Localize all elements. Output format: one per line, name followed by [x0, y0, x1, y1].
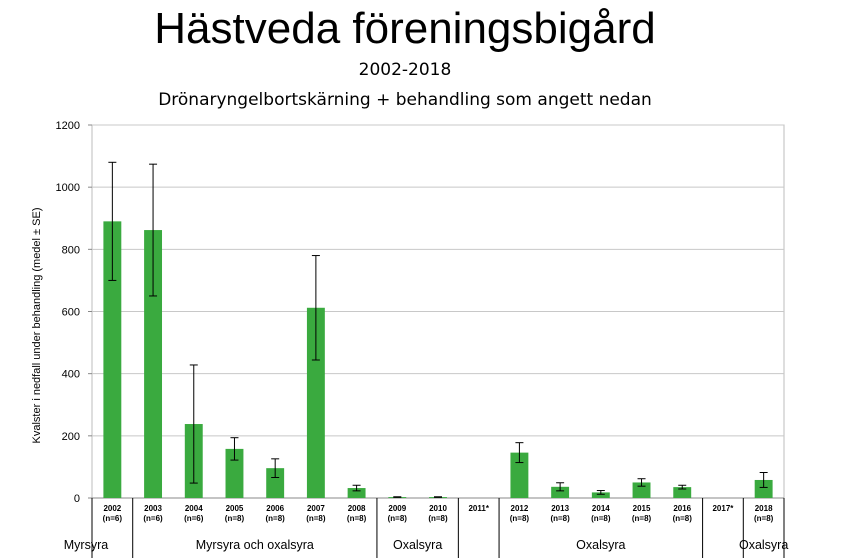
x-tick-label-year: 2016 — [673, 504, 691, 513]
x-tick-label-year: 2018 — [755, 504, 773, 513]
y-tick-label: 0 — [74, 493, 80, 505]
bar-2007 — [306, 307, 325, 498]
x-tick-label-year: 2010 — [429, 504, 447, 513]
bar-2006 — [266, 468, 285, 498]
group-label: Myrsyra och oxalsyra — [196, 538, 314, 552]
x-tick-label-n: (n=6) — [143, 514, 163, 523]
bar-2008 — [347, 488, 366, 498]
y-tick-label: 200 — [62, 431, 80, 443]
y-axis-label: Kvalster i nedfall under behandling (med… — [31, 208, 43, 444]
x-tick-label-n: (n=8) — [428, 514, 448, 523]
x-tick-label-year: 2008 — [348, 504, 366, 513]
group-label: Myrsyra — [64, 538, 108, 552]
x-tick-label-year: 2007 — [307, 504, 325, 513]
x-tick-label-n: (n=8) — [347, 514, 367, 523]
y-tick-label: 1000 — [56, 182, 80, 194]
x-tick-label-year: 2011* — [468, 504, 489, 513]
x-tick-label-n: (n=8) — [632, 514, 652, 523]
x-tick-label-year: 2017* — [712, 504, 734, 513]
x-tick-label-n: (n=8) — [306, 514, 326, 523]
x-tick-label-n: (n=6) — [103, 514, 123, 523]
x-tick-label-year: 2005 — [226, 504, 244, 513]
x-tick-label-n: (n=8) — [266, 514, 286, 523]
x-tick-label-year: 2009 — [388, 504, 406, 513]
bar-2016 — [673, 487, 692, 498]
x-tick-label-year: 2014 — [592, 504, 610, 513]
y-tick-label: 800 — [62, 244, 80, 256]
bar-2002 — [103, 221, 122, 498]
x-tick-label-year: 2013 — [551, 504, 569, 513]
bar-2012 — [510, 452, 529, 498]
y-tick-label: 400 — [62, 369, 80, 381]
x-tick-label-n: (n=8) — [591, 514, 611, 523]
group-label: Oxalsyra — [739, 538, 788, 552]
bar-2005 — [225, 448, 244, 498]
x-tick-label-n: (n=8) — [754, 514, 774, 523]
x-tick-label-n: (n=8) — [550, 514, 570, 523]
bar-2015 — [632, 482, 651, 498]
chart-title: Hästveda föreningsbigård — [154, 4, 656, 53]
bar-2018 — [754, 479, 773, 498]
x-tick-label-n: (n=8) — [388, 514, 408, 523]
x-tick-label-year: 2002 — [103, 504, 121, 513]
y-tick-label: 600 — [62, 307, 80, 319]
x-tick-label-n: (n=6) — [184, 514, 204, 523]
x-tick-label-n: (n=8) — [225, 514, 245, 523]
y-tick-label: 1200 — [56, 120, 80, 132]
x-tick-label-n: (n=8) — [673, 514, 693, 523]
x-tick-label-year: 2004 — [185, 504, 203, 513]
chart-subtitle-years: 2002-2018 — [358, 60, 452, 80]
group-label: Oxalsyra — [576, 538, 625, 552]
bar-2014 — [591, 492, 610, 498]
x-tick-label-n: (n=8) — [510, 514, 530, 523]
bar-2003 — [144, 230, 163, 499]
group-label: Oxalsyra — [393, 538, 442, 552]
chart-subtitle-treatment: Drönaryngelbortskärning + behandling som… — [158, 90, 652, 110]
x-tick-label-year: 2012 — [511, 504, 529, 513]
x-tick-label-year: 2015 — [633, 504, 651, 513]
bar-2013 — [551, 486, 570, 498]
x-tick-label-year: 2003 — [144, 504, 162, 513]
x-tick-label-year: 2006 — [266, 504, 284, 513]
